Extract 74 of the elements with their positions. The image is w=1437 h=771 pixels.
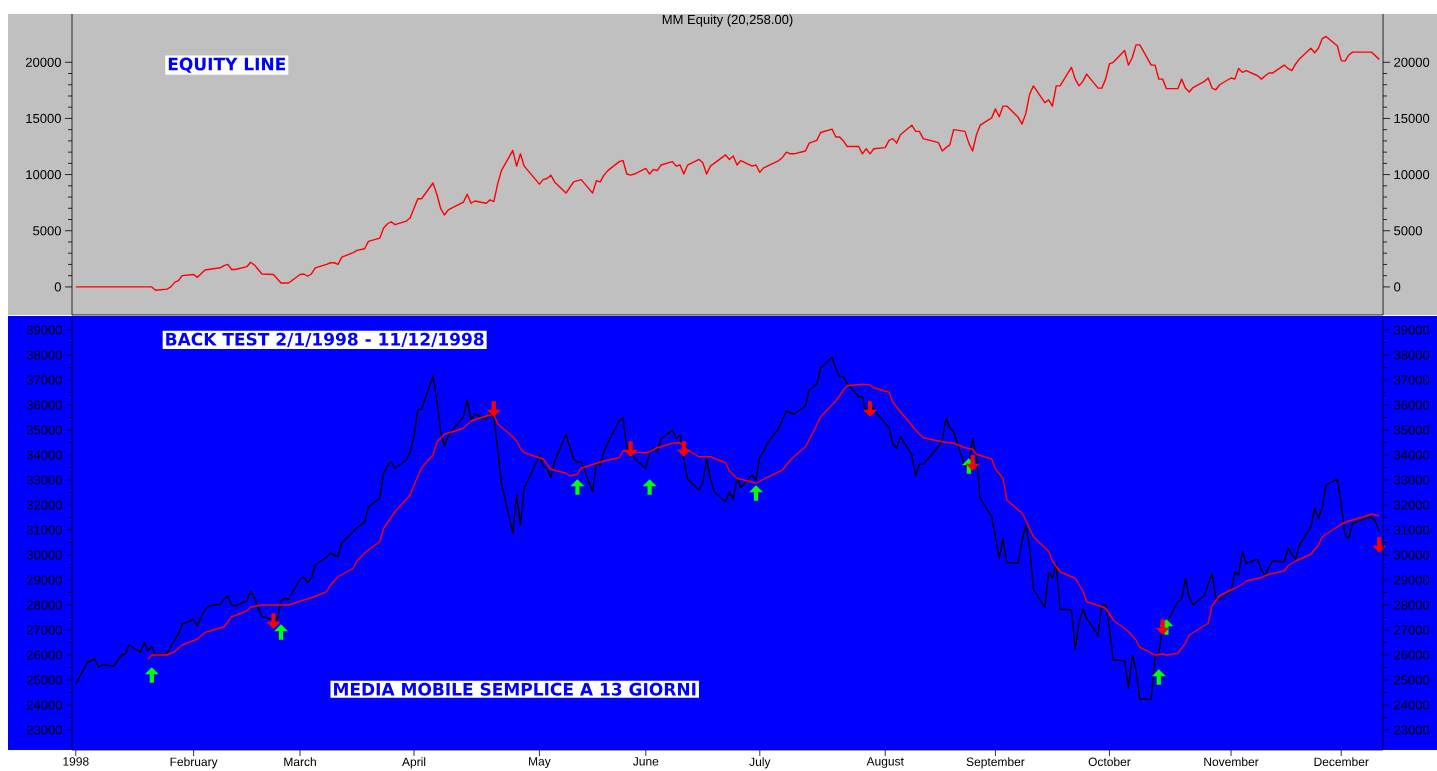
point [623, 441, 638, 457]
y2-tick-label: 32000 [1394, 500, 1430, 510]
point [486, 401, 501, 417]
annotation: EQUITY LINE [168, 57, 286, 73]
y2-tick-label: 20000 [1394, 57, 1430, 67]
x-tick-label: April [402, 757, 426, 769]
chart-title: MM Equity (20,258.00) [662, 14, 793, 27]
point [144, 667, 159, 683]
y2-tick-label: 24000 [1394, 700, 1430, 710]
line-series [75, 356, 1380, 700]
y-tick-label: 20000 [25, 57, 61, 67]
y-tick-label: 33000 [26, 475, 62, 485]
x-tick-label: March [284, 757, 316, 767]
y2-tick-label: 38000 [1394, 350, 1430, 360]
y2-tick-label: 33000 [1394, 475, 1430, 485]
x-tick-label: February [170, 757, 218, 769]
point [570, 479, 585, 495]
x-tick-label: November [1204, 757, 1259, 767]
point [642, 479, 657, 495]
y-tick-label: 35000 [26, 425, 62, 435]
y-tick-label: 24000 [26, 700, 62, 710]
y2-tick-label: 30000 [1394, 550, 1430, 560]
y2-tick-label: 36000 [1394, 400, 1430, 410]
y-tick-label: 10000 [26, 169, 61, 180]
x-tick-label: July [749, 757, 771, 769]
x-tick-label: October [1088, 757, 1131, 767]
y-tick-label: 38000 [26, 350, 62, 360]
point [676, 441, 691, 457]
x-tick-label: August [866, 757, 904, 768]
y-tick-label: 30000 [26, 550, 62, 560]
point [1151, 669, 1166, 685]
x-tick-label: September [966, 757, 1025, 769]
point [965, 455, 980, 471]
y2-tick-label: 28000 [1394, 600, 1430, 610]
point [274, 624, 289, 640]
y-tick-label: 31000 [26, 525, 62, 535]
y2-tick-label: 29000 [1394, 575, 1430, 585]
y2-tick-label: 39000 [1394, 325, 1430, 335]
point [266, 613, 281, 629]
annotation: MEDIA MOBILE SEMPLICE A 13 GIORNI [334, 682, 696, 696]
x-tick-label: 1998 [63, 757, 89, 766]
y2-tick-label: 34000 [1394, 450, 1430, 460]
point [749, 485, 764, 501]
y2-tick-label: 23000 [1394, 725, 1430, 735]
y2-tick-label: 5000 [1394, 226, 1422, 236]
y2-tick-label: 0 [1394, 282, 1401, 292]
y-tick-label: 27000 [26, 625, 62, 635]
y2-tick-label: 10000 [1394, 169, 1430, 180]
y2-tick-label: 15000 [1394, 113, 1430, 124]
y-tick-label: 26000 [26, 650, 62, 660]
point [863, 401, 878, 417]
y-tick-label: 5000 [33, 226, 61, 236]
y2-tick-label: 25000 [1394, 675, 1430, 685]
x-tick-label: December [1314, 757, 1369, 767]
y-tick-label: 15000 [26, 113, 61, 124]
y-tick-label: 29000 [26, 575, 62, 585]
y2-tick-label: 35000 [1394, 425, 1430, 435]
y2-tick-label: 37000 [1394, 375, 1430, 385]
y2-tick-label: 26000 [1394, 650, 1430, 660]
y-tick-label: 37000 [26, 375, 62, 385]
y2-tick-label: 27000 [1394, 625, 1430, 635]
x-tick-label: May [529, 757, 551, 768]
y-tick-label: 36000 [26, 400, 62, 410]
annotation: BACK TEST 2/1/1998 - 11/12/1998 [166, 332, 484, 347]
point [1155, 619, 1170, 635]
y2-tick-label: 31000 [1394, 525, 1430, 535]
y-tick-label: 32000 [26, 500, 62, 510]
x-tick-label: June [632, 757, 659, 766]
y-tick-label: 25000 [26, 675, 62, 685]
y-tick-label: 39000 [26, 325, 62, 335]
y-tick-label: 0 [54, 282, 61, 292]
y-tick-label: 34000 [26, 450, 62, 460]
y-tick-label: 28000 [26, 600, 62, 610]
y-tick-label: 23000 [26, 725, 62, 735]
